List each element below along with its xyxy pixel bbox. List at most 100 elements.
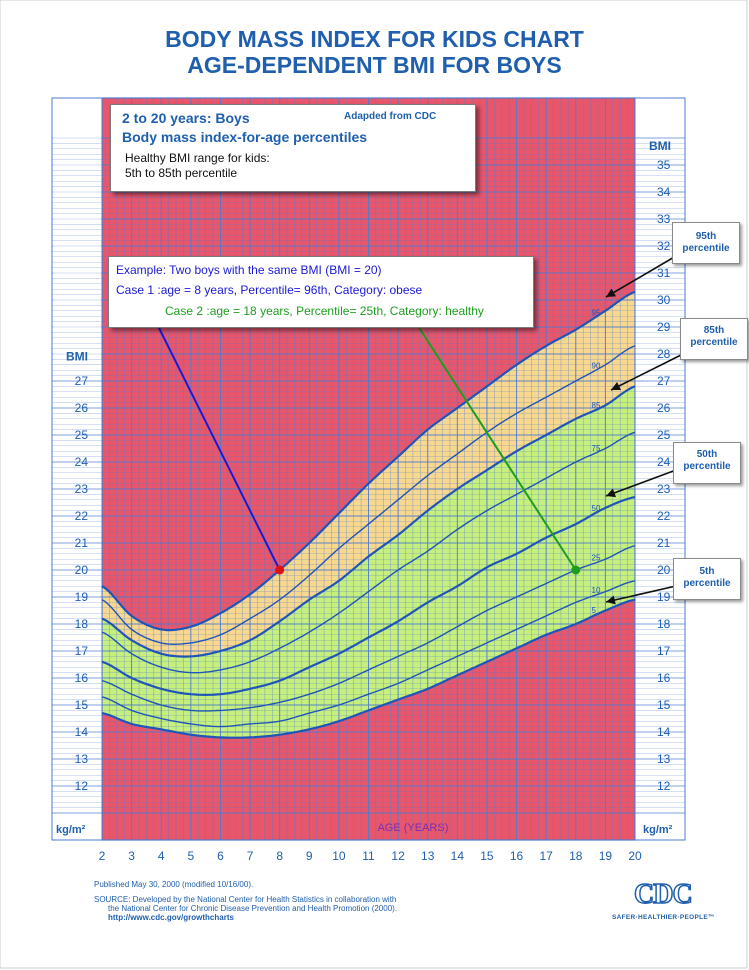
- percentile-curve-50: [101, 496, 636, 697]
- arrow-85th-shaft: [610, 353, 684, 391]
- callout-50-line2: percentile: [683, 461, 731, 472]
- x-tick-label: 4: [158, 849, 165, 863]
- y-tick-right: 32: [657, 239, 671, 253]
- percentile-curve-95: [101, 290, 636, 632]
- y-tick-left: 25: [75, 428, 89, 442]
- case-1-pointer-line: [157, 325, 281, 571]
- x-axis-label: AGE (YEARS): [377, 822, 448, 834]
- y-tick-left: 16: [75, 671, 89, 685]
- example-case-1: Case 1 :age = 8 years, Percentile= 96th,…: [116, 283, 423, 297]
- example-case-2: Case 2 :age = 18 years, Percentile= 25th…: [165, 304, 484, 318]
- y-tick-right: 25: [657, 428, 671, 442]
- example-title: Example: Two boys with the same BMI (BMI…: [116, 263, 382, 277]
- curve-label-90: 90: [592, 361, 601, 370]
- x-tick-label: 8: [276, 849, 283, 863]
- callout-50th-percentile: 50th percentile: [673, 442, 741, 484]
- x-tick-label: 6: [217, 849, 224, 863]
- arrow-95th-head: [606, 288, 617, 297]
- x-tick-label: 13: [421, 849, 435, 863]
- y-tick-left: 13: [75, 752, 89, 766]
- unit-label-right: kg/m²: [643, 824, 673, 836]
- y-tick-right: 27: [657, 374, 671, 388]
- y-tick-right: 22: [657, 509, 671, 523]
- y-tick-right: 17: [657, 644, 671, 658]
- arrow-5th-shaft: [605, 585, 677, 603]
- x-tick-label: 12: [391, 849, 405, 863]
- y-tick-right: 24: [657, 455, 671, 469]
- curve-label-5: 5: [592, 606, 597, 615]
- x-tick-label: 20: [628, 849, 642, 863]
- y-tick-right: 14: [657, 725, 671, 739]
- curve-label-85: 85: [592, 401, 601, 410]
- x-tick-label: 10: [332, 849, 346, 863]
- y-tick-left: 14: [75, 725, 89, 739]
- y-tick-right: 20: [657, 563, 671, 577]
- arrow-95th-shaft: [605, 255, 677, 298]
- page-title: BODY MASS INDEX FOR KIDS CHART: [165, 26, 584, 52]
- callout-50-line1: 50th: [696, 449, 718, 460]
- callout-85th-percentile: 85th percentile: [680, 318, 748, 360]
- y-tick-right: 16: [657, 671, 671, 685]
- curve-label-75: 75: [592, 444, 601, 453]
- y-tick-right: 19: [657, 590, 671, 604]
- y-tick-right: 23: [657, 482, 671, 496]
- callout-5th-percentile: 5th percentile: [673, 558, 741, 600]
- y-tick-right: 33: [657, 212, 671, 226]
- y-tick-left: 12: [75, 779, 89, 793]
- page-subtitle: AGE-DEPENDENT BMI FOR BOYS: [187, 52, 562, 78]
- x-tick-label: 15: [480, 849, 494, 863]
- y-tick-right: 29: [657, 320, 671, 334]
- y-axis-label-right: BMI: [649, 139, 671, 153]
- curve-label-10: 10: [592, 586, 601, 595]
- arrow-50th-shaft: [605, 469, 677, 497]
- y-tick-right: 18: [657, 617, 671, 631]
- x-tick-label: 5: [187, 849, 194, 863]
- x-tick-label: 14: [451, 849, 465, 863]
- y-tick-right: 30: [657, 293, 671, 307]
- unit-label-left: kg/m²: [56, 824, 86, 836]
- y-tick-right: 13: [657, 752, 671, 766]
- y-tick-right: 31: [657, 266, 671, 280]
- y-tick-left: 26: [75, 401, 89, 415]
- info-box-title: 2 to 20 years: Boys: [122, 110, 250, 126]
- x-tick-label: 7: [247, 849, 254, 863]
- y-tick-left: 20: [75, 563, 89, 577]
- arrow-85th-head: [611, 381, 622, 390]
- percentile-curve-25: [101, 545, 636, 712]
- arrow-5th-head: [606, 595, 616, 605]
- x-tick-label: 16: [510, 849, 524, 863]
- percentile-curve-75: [101, 431, 636, 674]
- y-tick-right: 21: [657, 536, 671, 550]
- callout-5-line1: 5th: [699, 566, 715, 577]
- y-tick-left: 18: [75, 617, 89, 631]
- y-tick-left: 22: [75, 509, 89, 523]
- x-tick-label: 19: [599, 849, 613, 863]
- callout-85-line1: 85th: [703, 325, 725, 336]
- y-axis-label-left: BMI: [66, 350, 88, 364]
- curve-label-50: 50: [592, 504, 601, 513]
- y-tick-left: 17: [75, 644, 89, 658]
- x-tick-label: 11: [362, 849, 375, 863]
- info-box-healthy-range: 5th to 85th percentile: [125, 166, 238, 180]
- footer-published: Published May 30, 2000 (modified 10/16/0…: [94, 880, 254, 889]
- curve-label-95: 95: [592, 308, 601, 317]
- info-box-subtitle: Body mass index-for-age percentiles: [122, 129, 368, 145]
- percentile-curve-85: [101, 385, 636, 658]
- percentile-curve-10: [101, 580, 636, 728]
- info-box-adapted: Adapded from CDC: [344, 111, 437, 122]
- y-tick-right: 28: [657, 347, 671, 361]
- curve-label-25: 25: [592, 554, 601, 563]
- footer-source-2: the National Center for Chronic Disease …: [108, 904, 398, 913]
- info-box-healthy-label: Healthy BMI range for kids:: [125, 151, 270, 165]
- left-strip-blank: [53, 99, 101, 365]
- y-tick-left: 21: [75, 536, 89, 550]
- x-tick-label: 17: [539, 849, 553, 863]
- cdc-logo: CDC: [632, 878, 693, 913]
- y-tick-right: 26: [657, 401, 671, 415]
- footer-url-link[interactable]: http://www.cdc.gov/growthcharts: [108, 913, 234, 922]
- cdc-tagline: SAFER·HEALTHIER·PEOPLE™: [612, 914, 715, 921]
- callout-95th-percentile: 95th percentile: [672, 222, 740, 264]
- y-tick-left: 15: [75, 698, 89, 712]
- case-1-point: [275, 565, 285, 575]
